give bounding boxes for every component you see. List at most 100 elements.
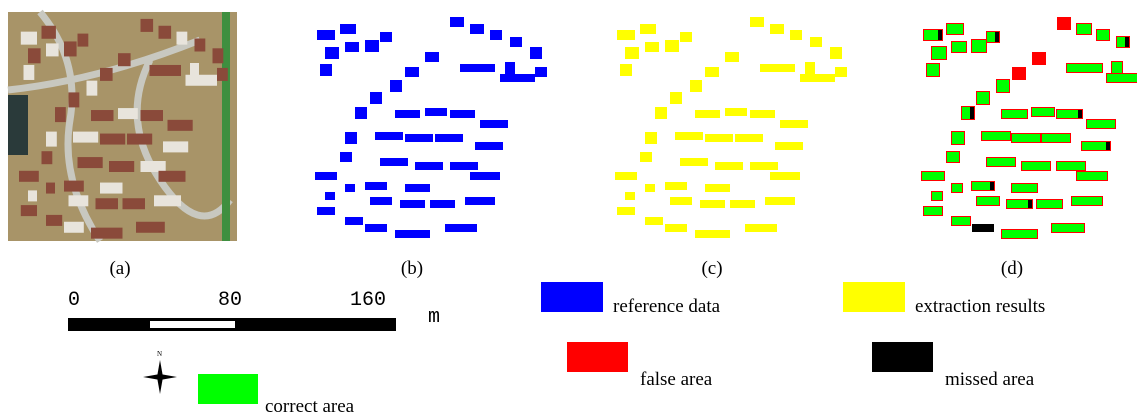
building-footprint — [640, 152, 652, 162]
correct-area — [932, 192, 942, 200]
building — [21, 205, 37, 216]
building — [42, 151, 53, 164]
false-area — [1032, 52, 1046, 65]
building-footprint — [750, 162, 778, 170]
building-footprint — [317, 207, 335, 215]
building-footprint — [645, 217, 663, 225]
building-footprint — [480, 120, 508, 128]
building — [195, 39, 206, 52]
correct-area — [924, 207, 942, 215]
scale-label: 0 — [68, 289, 80, 312]
building-footprint — [780, 120, 808, 128]
building-footprint — [510, 37, 522, 47]
building-footprint — [450, 110, 475, 118]
building-footprint — [665, 40, 679, 52]
building — [46, 215, 62, 226]
correct-area — [972, 40, 986, 52]
building-footprint — [325, 192, 335, 200]
correct-area — [982, 132, 1010, 140]
building — [91, 228, 123, 239]
correct-area — [1072, 197, 1102, 205]
correct-area — [947, 24, 963, 34]
building — [100, 68, 113, 81]
building-footprint — [470, 24, 484, 34]
scale-bar: 0 80 160 m — [68, 289, 440, 331]
correct-area — [1097, 30, 1109, 40]
correct-area — [1037, 200, 1062, 208]
building-footprint — [695, 230, 730, 238]
legend-label: missed area — [945, 369, 1035, 390]
building-footprint — [705, 67, 719, 77]
building-footprint — [645, 42, 659, 52]
correct-area — [947, 152, 959, 162]
building-footprint — [355, 107, 367, 119]
figure: (a) (b) (c) (d) 0 80 160 m N reference d… — [0, 0, 1137, 414]
water — [8, 95, 28, 155]
building-footprint — [715, 162, 743, 170]
building-footprint — [530, 47, 542, 59]
building-footprint — [425, 52, 439, 62]
building-footprint — [315, 172, 337, 180]
scale-label: 160 — [350, 289, 386, 312]
building-footprint — [340, 24, 356, 34]
correct-area — [1112, 62, 1122, 74]
correct-area — [922, 172, 944, 180]
correct-area — [1002, 230, 1037, 238]
building — [64, 41, 77, 56]
building-footprint — [325, 47, 339, 59]
correct-area — [987, 158, 1015, 166]
green-strip — [222, 12, 230, 241]
building-footprint — [435, 134, 463, 142]
false-area — [1012, 67, 1026, 80]
building — [123, 198, 146, 209]
building-footprint — [680, 32, 692, 42]
scale-label: 80 — [218, 289, 242, 312]
building-footprint — [500, 74, 535, 82]
building-footprint — [805, 62, 815, 74]
correct-area — [1067, 64, 1102, 72]
building — [141, 110, 164, 121]
building — [78, 157, 103, 168]
building-footprint — [380, 158, 408, 166]
building-footprint — [725, 108, 747, 116]
building-footprint — [745, 224, 777, 232]
building-footprint — [800, 74, 835, 82]
building — [100, 183, 123, 194]
legend-label: correct area — [265, 396, 355, 414]
building-footprint — [665, 224, 687, 232]
building-footprint — [425, 108, 447, 116]
correct-area — [1082, 142, 1110, 150]
building — [159, 26, 172, 39]
building-footprint — [690, 80, 702, 92]
building-footprint — [645, 132, 657, 144]
building — [91, 110, 114, 121]
building-footprint — [760, 64, 795, 72]
building-footprint — [475, 142, 503, 150]
correct-area — [1107, 74, 1137, 82]
correct-area — [977, 92, 989, 104]
building-footprint — [465, 197, 495, 205]
building-footprint — [535, 67, 547, 77]
correct-area — [1077, 172, 1107, 180]
building-footprint — [345, 132, 357, 144]
building-footprint — [830, 47, 842, 59]
compass: N — [143, 350, 177, 394]
building — [28, 190, 37, 201]
building — [100, 134, 125, 145]
building-footprint — [775, 142, 803, 150]
correct-area — [952, 184, 962, 192]
caption: (b) — [401, 258, 423, 279]
building — [78, 34, 89, 47]
legend-swatch — [198, 374, 258, 404]
correct-area — [952, 217, 970, 225]
building — [19, 171, 39, 182]
building-footprint — [620, 64, 632, 76]
building — [69, 195, 89, 206]
building-footprint — [430, 200, 455, 208]
false-area — [1057, 17, 1071, 30]
building — [69, 92, 80, 107]
building — [217, 68, 228, 81]
building-footprint — [640, 24, 656, 34]
correct-area — [977, 197, 999, 205]
building-footprint — [405, 67, 419, 77]
